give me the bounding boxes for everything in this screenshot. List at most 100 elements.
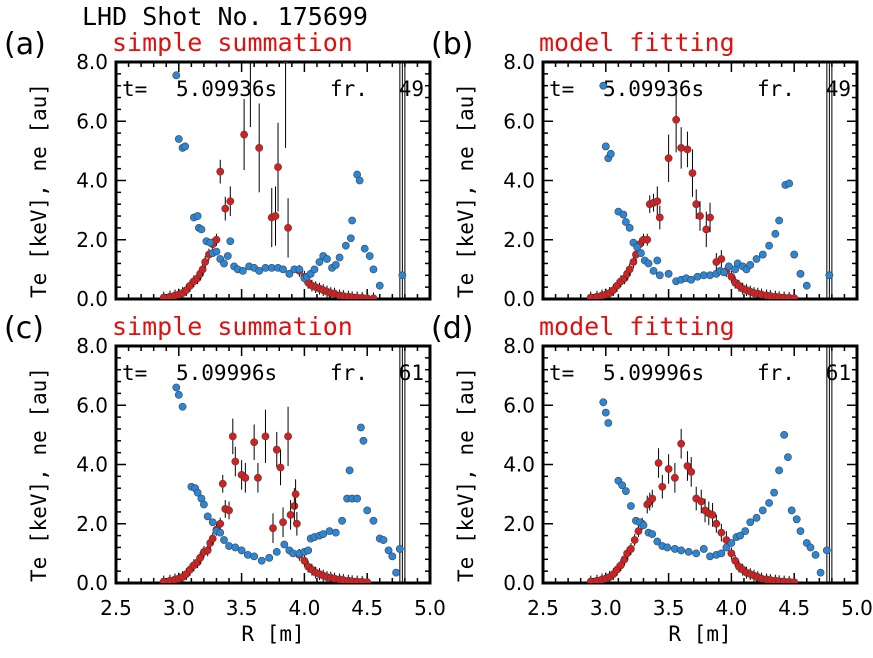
ne-point xyxy=(621,218,630,226)
x-tick-label: 2.5 xyxy=(100,596,132,620)
te-point xyxy=(216,167,225,176)
ne-point xyxy=(618,481,627,490)
y-tick-label: 2.0 xyxy=(503,228,535,252)
x-axis-label: R [m] xyxy=(241,622,304,646)
y-tick-label: 0.0 xyxy=(76,287,108,311)
ne-point xyxy=(325,527,334,536)
te-point xyxy=(670,473,679,482)
te-point xyxy=(226,197,235,206)
te-point xyxy=(634,527,643,536)
te-point xyxy=(677,439,686,448)
ne-point xyxy=(193,212,202,220)
panel-label: (c) xyxy=(4,311,44,346)
x-tick-label: 5.0 xyxy=(841,596,873,620)
frame-label: fr. xyxy=(330,361,368,385)
te-point xyxy=(692,200,701,209)
te-point xyxy=(228,432,237,441)
y-axis-label: Te [keV], ne [au] xyxy=(27,83,51,298)
ne-point xyxy=(335,253,344,262)
ne-point xyxy=(606,149,615,158)
y-tick-label: 6.0 xyxy=(76,109,108,133)
ne-point xyxy=(310,265,319,274)
ne-point xyxy=(319,530,328,539)
ne-point xyxy=(369,265,378,274)
ne-point xyxy=(255,266,264,275)
te-point xyxy=(658,482,667,491)
x-tick-label: 4.5 xyxy=(351,596,383,620)
ne-point xyxy=(653,256,662,265)
te-point xyxy=(712,519,721,528)
x-tick-label: 3.5 xyxy=(226,596,258,620)
frame-value: 49 xyxy=(399,77,424,101)
ne-point xyxy=(796,269,805,278)
te-point xyxy=(203,546,212,555)
ne-point xyxy=(331,261,340,269)
ne-point xyxy=(250,552,259,561)
ne-point xyxy=(825,271,834,280)
ne-point xyxy=(280,540,289,549)
ne-point xyxy=(226,237,235,246)
te-point xyxy=(284,432,292,441)
te-point xyxy=(216,519,225,528)
ne-point xyxy=(677,546,686,555)
te-point xyxy=(706,213,714,222)
te-point xyxy=(201,258,210,266)
ne-point xyxy=(637,249,645,257)
te-point xyxy=(276,463,285,472)
te-point xyxy=(369,294,378,299)
te-point xyxy=(274,163,282,172)
ne-point xyxy=(741,527,750,536)
ne-point xyxy=(787,506,796,515)
ne-point xyxy=(717,549,726,558)
te-point xyxy=(363,578,372,583)
te-point xyxy=(198,265,207,274)
te-point xyxy=(279,518,287,527)
ne-point xyxy=(780,430,789,439)
te-point xyxy=(208,534,217,543)
ne-point xyxy=(265,553,274,562)
te-point xyxy=(261,432,270,441)
y-tick-label: 8.0 xyxy=(503,50,535,74)
ne-point xyxy=(802,281,811,290)
ne-point xyxy=(174,135,183,143)
time-label: t= xyxy=(122,361,147,385)
te-point xyxy=(708,510,717,519)
ne-point xyxy=(648,530,657,539)
te-point xyxy=(664,154,673,163)
ne-point xyxy=(699,545,708,553)
te-point xyxy=(291,490,300,499)
x-tick-label: 4.5 xyxy=(778,596,810,620)
y-axis-label: Te [keV], ne [au] xyxy=(454,367,478,582)
te-point xyxy=(687,468,696,476)
ne-point xyxy=(639,521,648,530)
ne-point xyxy=(765,241,773,250)
y-tick-label: 2.0 xyxy=(503,512,535,536)
ne-point xyxy=(203,512,212,521)
ne-point xyxy=(375,281,384,290)
ne-point xyxy=(692,549,701,558)
ne-point xyxy=(388,552,397,561)
ne-point xyxy=(785,179,794,188)
ne-point xyxy=(722,543,731,552)
te-point xyxy=(272,445,281,454)
x-tick-label: 2.5 xyxy=(527,596,559,620)
ne-point xyxy=(627,502,635,510)
frame-label: fr. xyxy=(757,361,795,385)
time-label: t= xyxy=(549,77,574,101)
ne-point xyxy=(822,546,831,555)
ne-point xyxy=(384,546,393,555)
ne-point xyxy=(811,550,820,559)
ne-point xyxy=(746,261,755,269)
time-value: 5.09936s xyxy=(603,77,704,101)
te-point xyxy=(653,197,662,206)
ne-point xyxy=(220,536,228,544)
method-label: simple summation xyxy=(112,312,353,341)
ne-point xyxy=(379,536,388,544)
time-label: t= xyxy=(122,77,147,101)
ne-point xyxy=(727,539,736,547)
te-point xyxy=(688,169,697,177)
data-layer xyxy=(159,346,406,583)
te-point xyxy=(271,212,280,220)
ne-point xyxy=(285,269,294,278)
